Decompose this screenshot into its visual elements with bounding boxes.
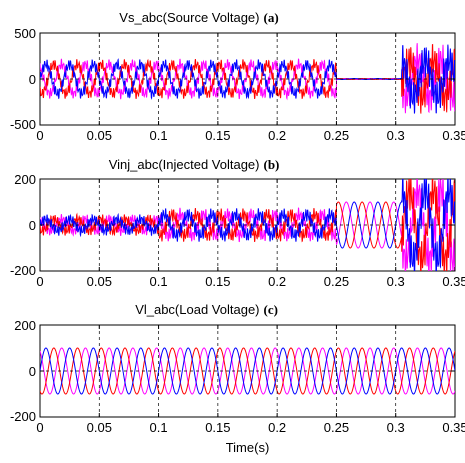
panel-b-xtick-label: 0.05 [87, 274, 112, 289]
panel-c-title: Vl_abc(Load Voltage) [135, 302, 259, 317]
panel-b-xtick-label: 0.15 [205, 274, 230, 289]
panel-a-xtick-label: 0 [36, 128, 43, 143]
panel-a-xtick-label: 0.25 [324, 128, 349, 143]
panel-a-ytick-label: -500 [10, 117, 36, 132]
panel-a-xtick-label: 0.15 [205, 128, 230, 143]
panel-a-series-phase-a [40, 44, 455, 114]
panel-b-xtick-label: 0.1 [150, 274, 168, 289]
panel-c-xtick-label: 0 [36, 420, 43, 435]
panel-b-xtick-label: 0.35 [442, 274, 465, 289]
panel-c-plot-area [39, 324, 456, 418]
panel-b-xtick-label: 0.3 [387, 274, 405, 289]
panel-a-xtick-label: 0.35 [442, 128, 465, 143]
panel-b-traces [40, 179, 455, 271]
panel-c-xtick-label: 0.05 [87, 420, 112, 435]
panel-c-series-phase-a [40, 347, 455, 395]
panel-a-xtick-label: 0.1 [150, 128, 168, 143]
panel-c-xtick-label: 0.1 [150, 420, 168, 435]
panel-c-xtick-label: 0.2 [268, 420, 286, 435]
panel-b-ytick-label: 0 [29, 218, 36, 233]
panel-b-ytick-label: -200 [10, 263, 36, 278]
panel-a-label: (a) [264, 10, 279, 25]
panel-b-ytick-label: 200 [14, 172, 36, 187]
panel-c-xtick-label: 0.3 [387, 420, 405, 435]
panel-a-ytick-label: 500 [14, 26, 36, 41]
panel-a-xtick-label: 0.3 [387, 128, 405, 143]
panel-a-title: Vs_abc(Source Voltage) [119, 10, 259, 25]
panel-c-xtick-label: 0.35 [442, 420, 465, 435]
panel-c-traces [40, 347, 455, 395]
panel-c-xtick-label: 0.15 [205, 420, 230, 435]
panel-c-xlabel: Time(s) [226, 440, 270, 455]
panel-b-xtick-label: 0.2 [268, 274, 286, 289]
panel-a-xtick-label: 0.2 [268, 128, 286, 143]
panel-b-xtick-label: 0 [36, 274, 43, 289]
panel-c-ytick-label: 200 [14, 318, 36, 333]
panel-c-xtick-label: 0.25 [324, 420, 349, 435]
panel-c-ytick-label: -200 [10, 409, 36, 424]
panel-c-ytick-label: 0 [29, 364, 36, 379]
panel-b-series-phase-a [40, 179, 455, 271]
panel-b-title: Vinj_abc(Injected Voltage) [109, 157, 260, 172]
panel-b-label: (b) [264, 157, 280, 172]
panel-a-xtick-label: 0.05 [87, 128, 112, 143]
panel-c-label: (c) [264, 302, 278, 317]
panel-b-xtick-label: 0.25 [324, 274, 349, 289]
panel-a-traces [40, 43, 455, 114]
panel-a-ytick-label: 0 [29, 72, 36, 87]
